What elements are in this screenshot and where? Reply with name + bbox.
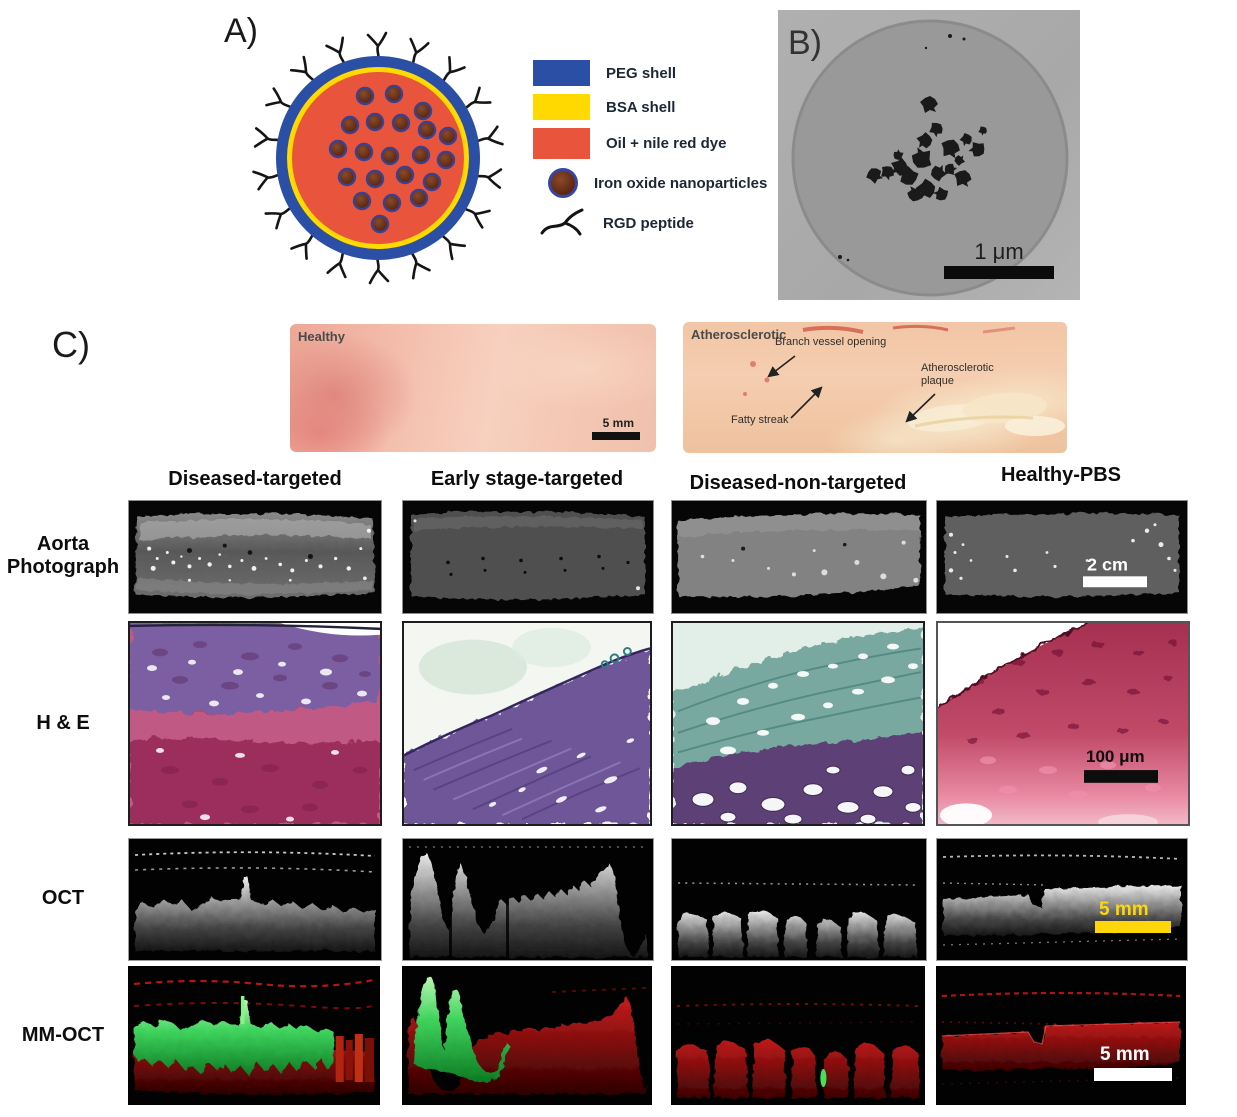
oct-early-stage-targeted — [402, 838, 654, 961]
tem-microsphere: B) 1 μm — [788, 19, 1069, 297]
legend-label: BSA shell — [606, 98, 676, 116]
he-diseased-targeted — [128, 621, 382, 826]
mmoct-diseased-non-targeted — [671, 966, 925, 1105]
annotation-plaque: Atherosclerotic plaque — [921, 362, 994, 387]
column-header-diseased-targeted: Diseased-targeted — [168, 467, 342, 490]
red-streaks — [802, 324, 1016, 334]
red-dots — [743, 361, 770, 396]
healthy-scale-bar — [592, 432, 640, 440]
legend-item-bsa: BSA shell — [533, 92, 675, 122]
row-label-oct: OCT — [41, 887, 85, 909]
legend-label: Iron oxide nanoparticles — [594, 174, 768, 192]
bsa-shell-swatch — [533, 94, 590, 120]
annotation-fatty-streak: Fatty streak — [731, 414, 789, 426]
aorta-photo-healthy-pbs: 2 cm — [936, 500, 1188, 614]
legend-item-oil: Oil + nile red dye — [533, 126, 726, 160]
aorta-photo-early-stage-targeted — [402, 500, 654, 614]
annotation-branch-vessel: Branch vessel opening — [775, 336, 887, 348]
oct-scale-bar — [1095, 921, 1171, 933]
iron-oxide-swatch — [548, 168, 578, 198]
nanoparticle-schematic — [251, 31, 505, 285]
oct-diseased-targeted — [128, 838, 382, 961]
mmoct-early-stage-targeted — [402, 966, 652, 1105]
microsphere-circle — [793, 21, 1067, 295]
aorta-scale-bar — [1083, 576, 1147, 588]
aorta-photo-diseased-targeted — [128, 500, 382, 614]
aorta-photo-diseased-non-targeted — [671, 500, 927, 614]
legend-label: PEG shell — [606, 64, 677, 82]
he-scale-bar — [1084, 770, 1158, 783]
rgd-peptide-swatch — [540, 208, 584, 236]
legend-item-rgd: RGD peptide — [533, 204, 694, 242]
mmoct-healthy-pbs: 5 mm — [936, 966, 1186, 1105]
he-scale-text: 100 μm — [1086, 747, 1145, 766]
mmoct-scale-bar — [1094, 1068, 1172, 1081]
row-label-mmoct: MM-OCT — [21, 1024, 105, 1046]
legend-item-iron-oxide: Iron oxide nanoparticles — [533, 168, 767, 198]
column-header-healthy-pbs: Healthy-PBS — [1000, 463, 1122, 486]
legend-label: Oil + nile red dye — [606, 134, 727, 152]
row-label-he: H & E — [36, 712, 90, 734]
healthy-photo-title: Healthy — [298, 329, 345, 344]
row-label-aorta-photograph: Aorta Photograph — [6, 533, 120, 578]
athero-photo-title: Atherosclerotic — [691, 327, 787, 342]
annotation-arrows — [767, 355, 936, 423]
he-diseased-non-targeted — [671, 621, 925, 826]
column-header-early-stage-targeted: Early stage-targeted — [430, 467, 624, 490]
iron-oxide-dots — [328, 84, 458, 234]
oil-dye-swatch — [533, 127, 590, 159]
oct-healthy-pbs: 5 mm — [936, 838, 1188, 961]
legend: PEG shell BSA shell Oil + nile red dye I… — [533, 58, 833, 253]
plaque-highlights — [907, 392, 1065, 436]
legend-label: RGD peptide — [603, 214, 694, 232]
aorta-scale-text: 2 cm — [1087, 554, 1128, 574]
tem-scale-bar — [944, 266, 1054, 279]
healthy-scale-text: 5 mm — [602, 416, 634, 430]
healthy-aorta-photo: Healthy 5 mm — [290, 324, 656, 452]
he-healthy-pbs: 100 μm — [936, 621, 1190, 826]
athero-photo-overlay — [743, 324, 1065, 436]
oct-diseased-non-targeted — [671, 838, 927, 961]
column-header-diseased-non-targeted: Diseased-non-targeted — [689, 471, 907, 494]
panel-b-label: B) — [788, 24, 822, 62]
he-early-stage-targeted — [402, 621, 652, 826]
stray-specks — [838, 34, 966, 262]
tem-scale-text: 1 μm — [974, 239, 1023, 264]
legend-item-peg: PEG shell — [533, 58, 676, 88]
mmoct-scale-text: 5 mm — [1100, 1044, 1150, 1065]
panel-c-label: C) — [52, 324, 90, 365]
atherosclerotic-aorta-photo: Atherosclerotic Branch vessel opening Fa… — [683, 322, 1067, 453]
panel-a-label: A) — [224, 12, 258, 50]
peg-shell-swatch — [533, 60, 590, 86]
oct-scale-text: 5 mm — [1099, 899, 1149, 920]
panel-b-tem-image: B) 1 μm — [778, 10, 1080, 300]
mmoct-diseased-targeted — [128, 966, 380, 1105]
